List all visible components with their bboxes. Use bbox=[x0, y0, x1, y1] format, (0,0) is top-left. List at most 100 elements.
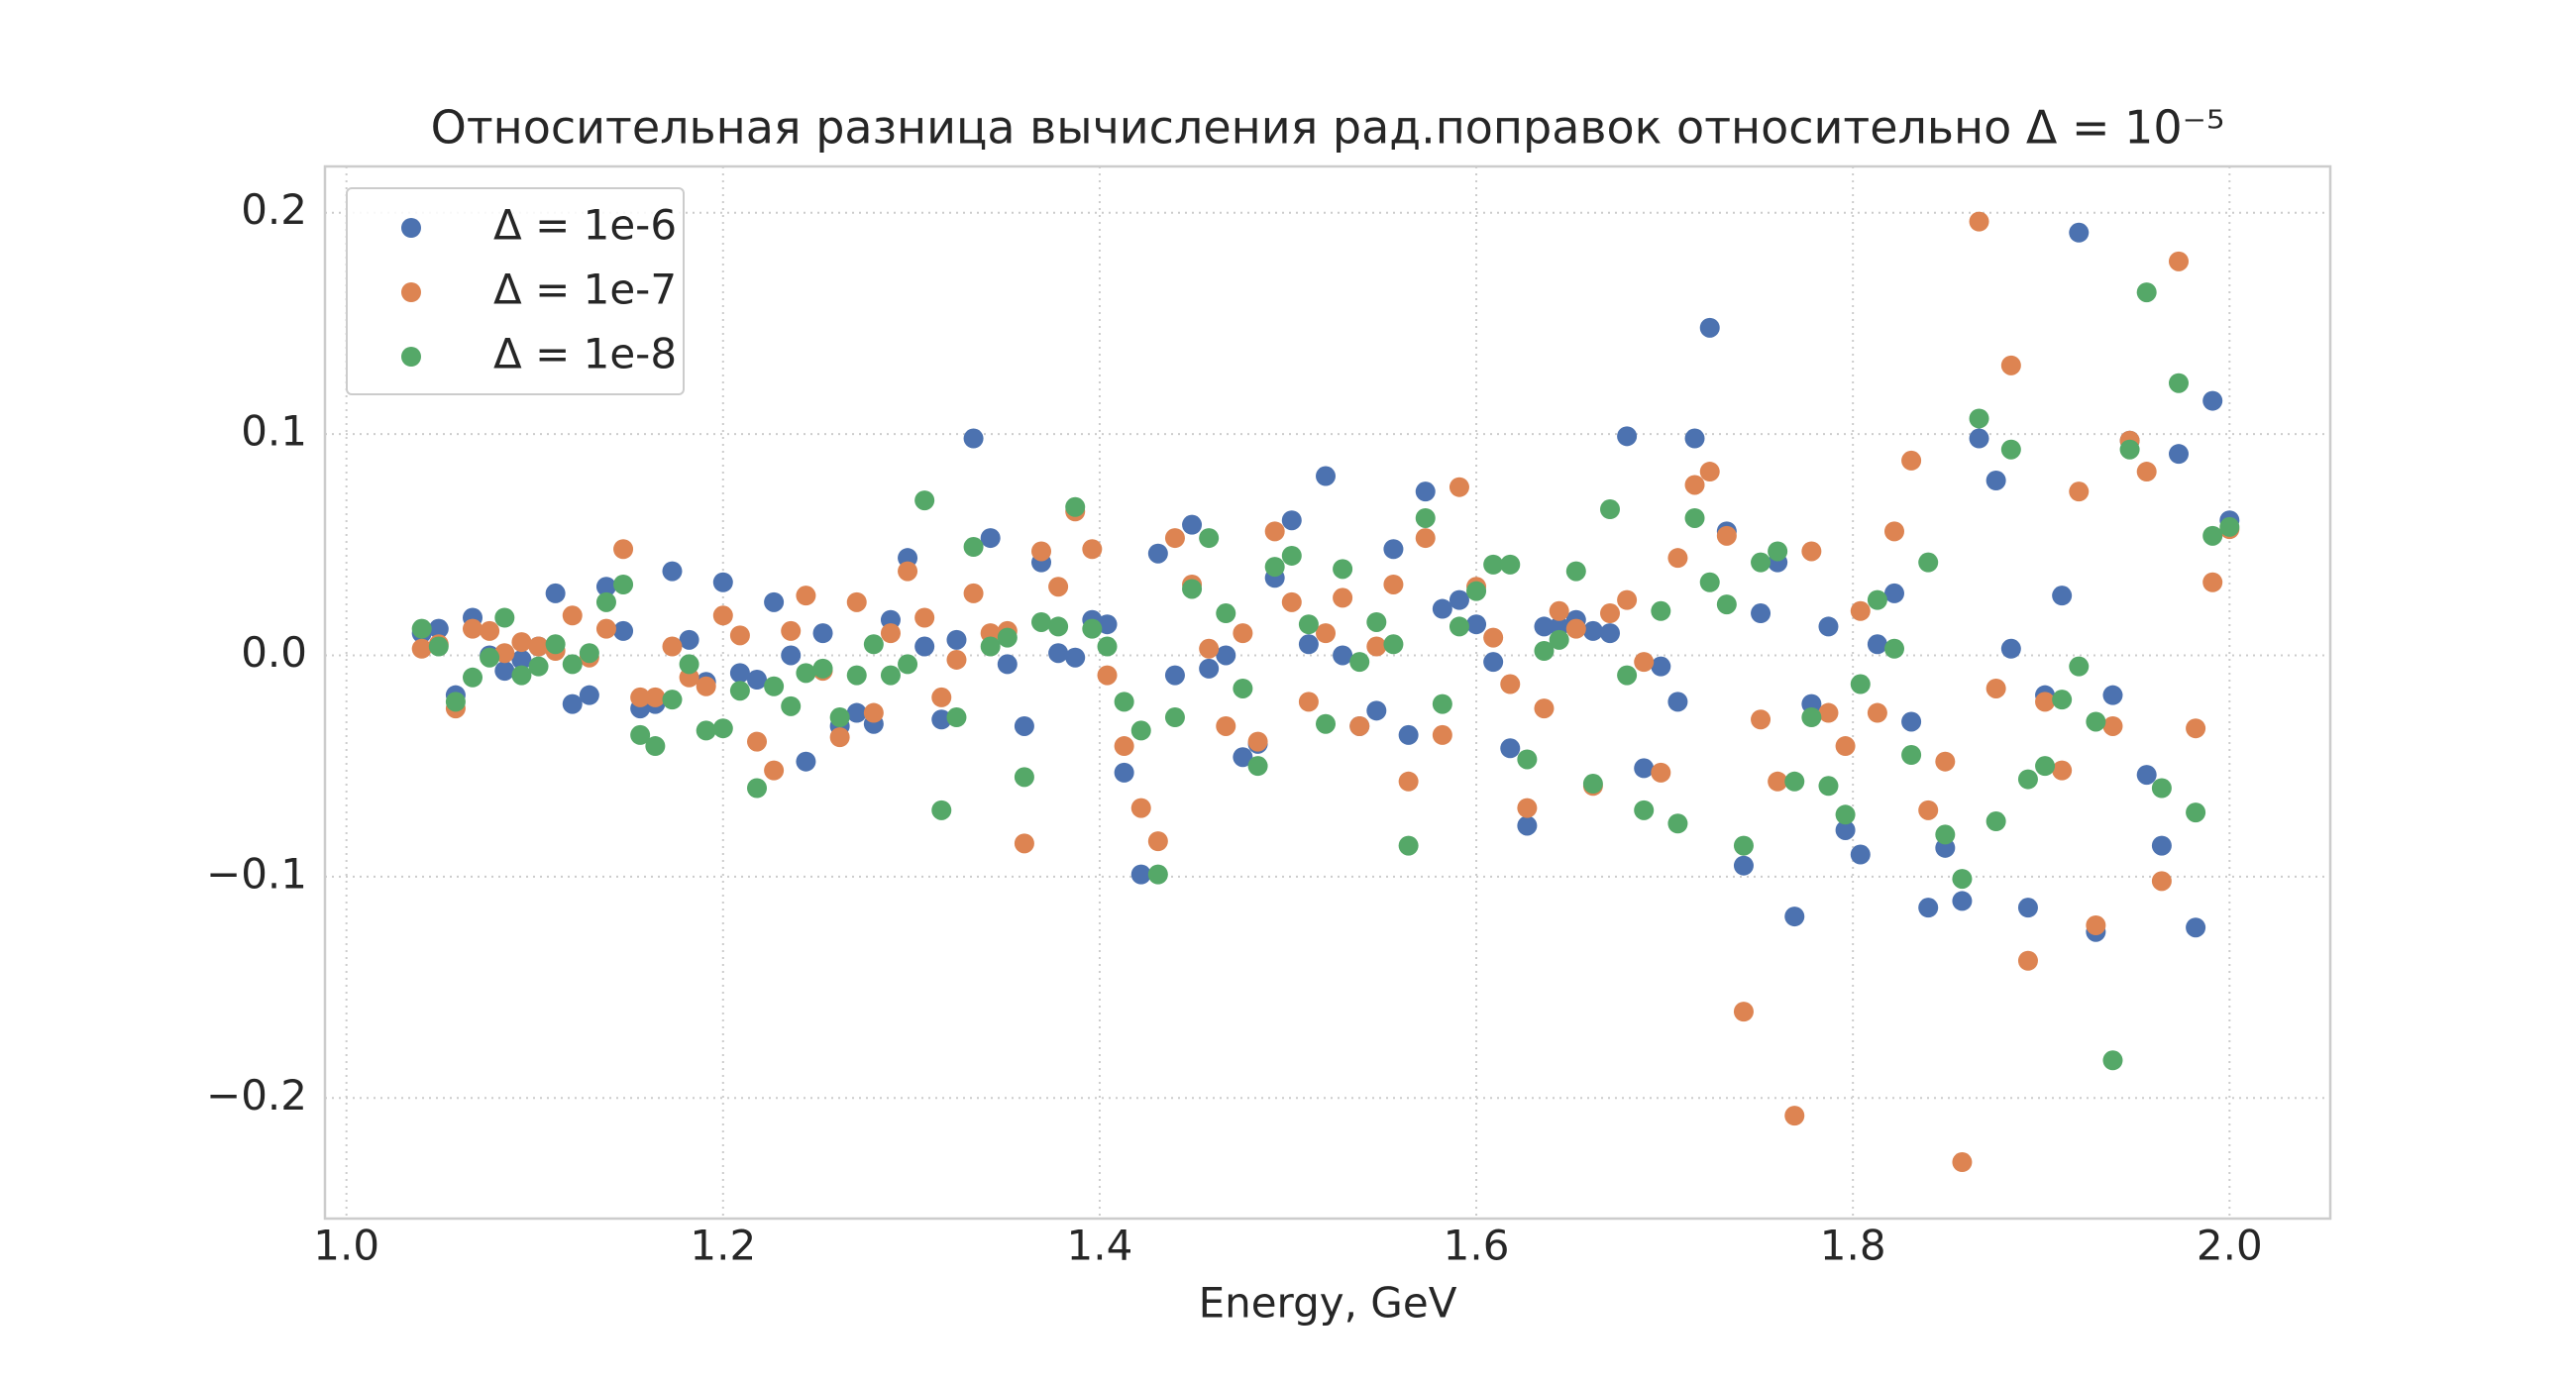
point bbox=[1801, 707, 1822, 728]
point bbox=[2052, 760, 2073, 781]
point bbox=[1366, 636, 1387, 657]
point bbox=[1216, 603, 1236, 624]
x-tick-label: 1.2 bbox=[690, 1222, 756, 1270]
point bbox=[1986, 470, 2006, 490]
x-tick-label: 2.0 bbox=[2197, 1222, 2263, 1270]
point bbox=[1634, 800, 1655, 820]
point bbox=[2069, 481, 2090, 502]
point bbox=[562, 654, 583, 675]
point bbox=[480, 647, 500, 668]
point bbox=[812, 623, 833, 644]
point bbox=[729, 625, 750, 646]
point bbox=[1534, 616, 1555, 637]
point bbox=[1784, 907, 1805, 927]
point bbox=[2136, 282, 2157, 303]
point bbox=[931, 687, 952, 707]
point bbox=[1565, 618, 1586, 639]
point bbox=[662, 636, 683, 657]
point bbox=[1751, 709, 1771, 730]
point bbox=[1281, 545, 1302, 566]
point bbox=[1366, 611, 1387, 632]
point bbox=[1147, 864, 1168, 885]
point bbox=[2202, 525, 2223, 546]
point bbox=[946, 707, 967, 728]
point bbox=[679, 654, 699, 675]
point bbox=[1699, 462, 1720, 482]
point bbox=[1333, 559, 1353, 580]
point bbox=[2219, 516, 2240, 537]
point bbox=[1449, 616, 1469, 637]
legend-label: Δ = 1e-7 bbox=[493, 266, 677, 314]
point bbox=[1784, 771, 1805, 792]
point bbox=[2035, 692, 2056, 712]
point bbox=[1684, 507, 1705, 528]
point bbox=[2168, 251, 2189, 271]
legend: Δ = 1e-6 Δ = 1e-7 Δ = 1e-8 bbox=[346, 187, 685, 395]
point bbox=[613, 539, 634, 560]
point bbox=[2035, 756, 2056, 777]
point bbox=[463, 618, 483, 639]
point bbox=[863, 634, 884, 655]
point bbox=[1233, 678, 1253, 698]
point bbox=[1247, 731, 1268, 752]
y-tick-label: 0.0 bbox=[241, 628, 307, 677]
point bbox=[1298, 634, 1319, 655]
point bbox=[1699, 317, 1720, 338]
point bbox=[2069, 656, 2090, 677]
point bbox=[747, 670, 768, 691]
point bbox=[494, 661, 515, 682]
point bbox=[712, 718, 733, 739]
point bbox=[1082, 539, 1103, 560]
point bbox=[2168, 444, 2189, 465]
point bbox=[2052, 690, 2073, 710]
point bbox=[1768, 541, 1788, 562]
point bbox=[1014, 767, 1034, 788]
point bbox=[1333, 645, 1353, 666]
point bbox=[511, 649, 532, 670]
point bbox=[1483, 627, 1504, 648]
y-tick-label: 0.1 bbox=[241, 407, 307, 456]
point bbox=[1432, 694, 1452, 714]
point bbox=[2052, 586, 2073, 606]
point bbox=[1751, 603, 1771, 624]
point bbox=[846, 665, 867, 686]
point bbox=[1298, 614, 1319, 635]
point bbox=[1517, 798, 1538, 818]
point bbox=[2168, 373, 2189, 393]
point bbox=[1233, 747, 1253, 768]
x-tick-label: 1.4 bbox=[1067, 1222, 1133, 1270]
point bbox=[1500, 738, 1521, 759]
point bbox=[1667, 548, 1688, 569]
point bbox=[1031, 611, 1052, 632]
point bbox=[2202, 572, 2223, 592]
point bbox=[729, 663, 750, 684]
point bbox=[1432, 724, 1452, 745]
point bbox=[1582, 620, 1603, 641]
point bbox=[1617, 589, 1638, 610]
point bbox=[480, 620, 500, 641]
point bbox=[1835, 736, 1856, 757]
point bbox=[1316, 623, 1337, 644]
point bbox=[1383, 574, 1404, 594]
point bbox=[1768, 771, 1788, 792]
point bbox=[1634, 758, 1655, 779]
point bbox=[1048, 616, 1069, 637]
point bbox=[494, 643, 515, 664]
point bbox=[863, 702, 884, 723]
point bbox=[2086, 915, 2106, 936]
point bbox=[1316, 713, 1337, 734]
point bbox=[1466, 581, 1487, 601]
point bbox=[1600, 603, 1621, 624]
point bbox=[1415, 528, 1436, 549]
point bbox=[1466, 614, 1487, 635]
legend-marker bbox=[401, 347, 421, 367]
point bbox=[764, 760, 785, 781]
point bbox=[980, 636, 1001, 657]
point bbox=[1835, 804, 1856, 825]
point bbox=[1247, 756, 1268, 777]
point bbox=[1517, 815, 1538, 836]
point bbox=[1549, 629, 1569, 650]
point bbox=[1398, 835, 1419, 856]
point bbox=[1264, 521, 1285, 542]
